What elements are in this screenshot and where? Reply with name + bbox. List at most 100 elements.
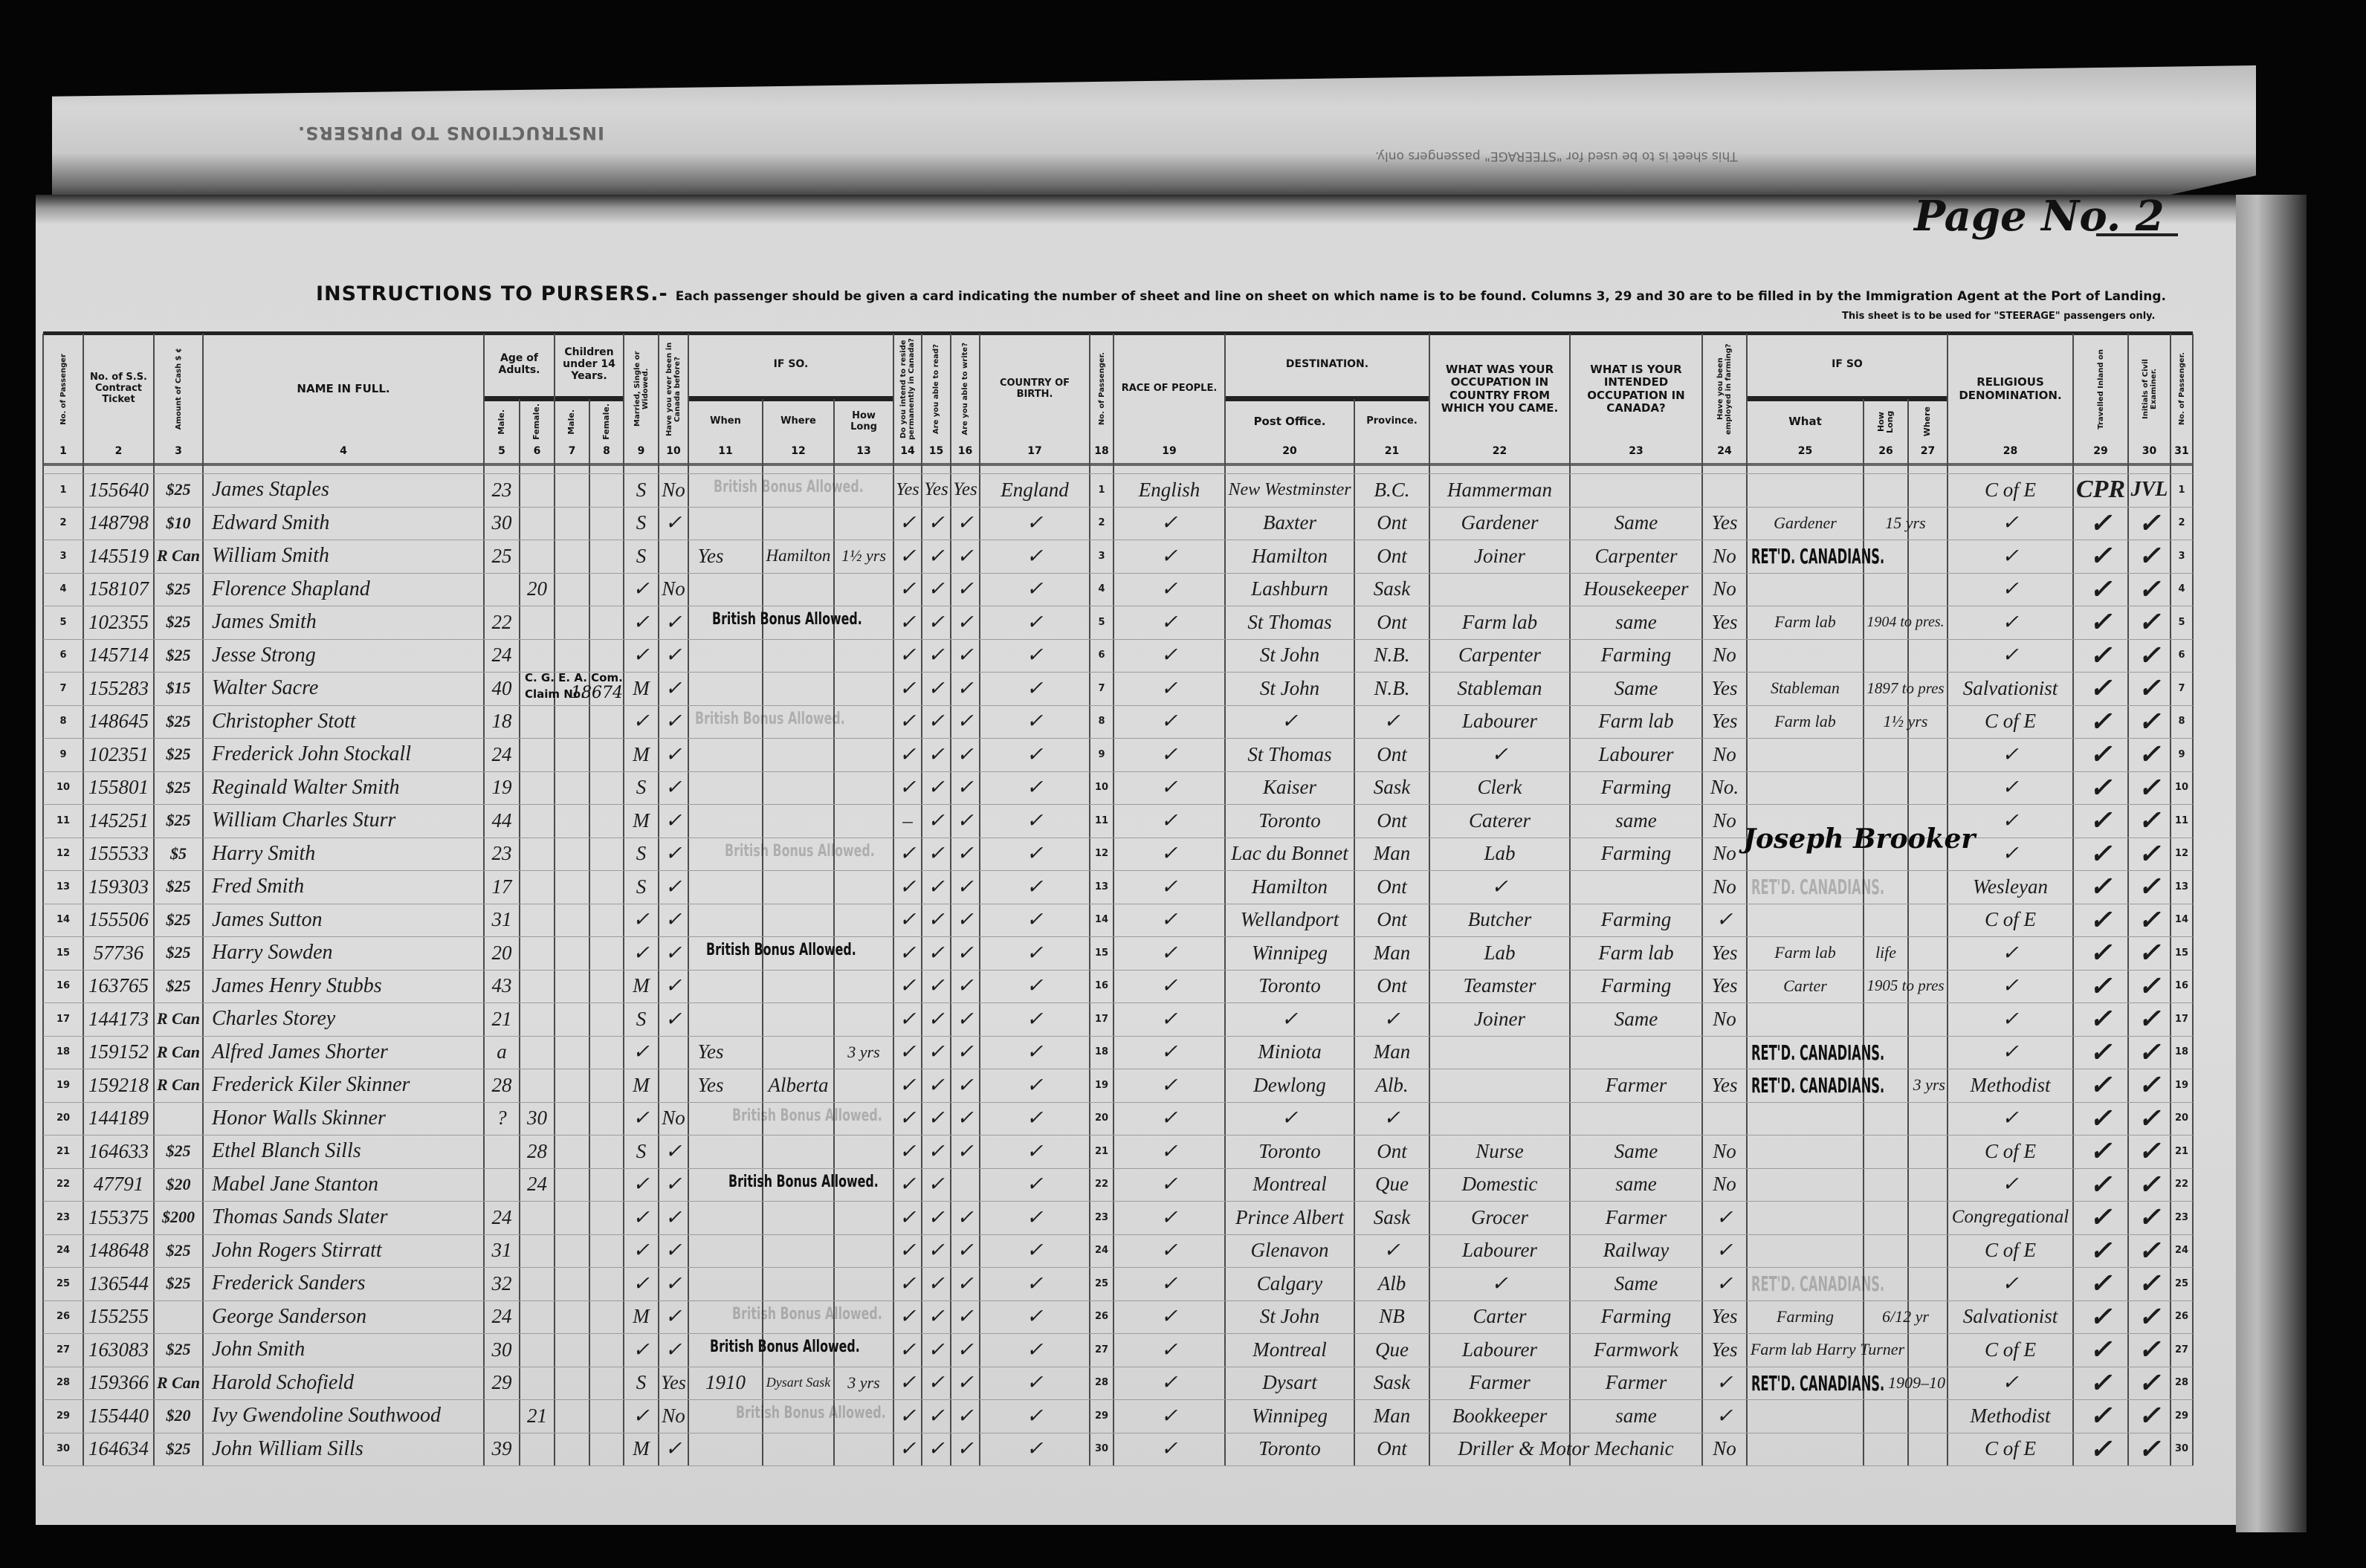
table-cell: 23 <box>1094 1211 1109 1223</box>
table-cell: 28 <box>527 1139 547 1162</box>
table-cell: Carpenter <box>1594 544 1678 567</box>
table-cell: Farming <box>1600 842 1672 865</box>
passenger-name: James Henry Stubbs <box>212 973 382 997</box>
table-cell: ✓ <box>899 974 917 997</box>
column-line <box>1113 334 1114 1465</box>
table-cell: ✓ <box>665 776 682 799</box>
row-rule <box>43 1002 2193 1003</box>
table-cell: 18 <box>491 710 512 733</box>
table-cell: Farming <box>1600 908 1672 931</box>
table-cell: $25 <box>166 711 191 730</box>
group-header: Children under 14 Years. <box>563 346 615 383</box>
table-cell: Farmer <box>1605 1371 1667 1394</box>
table-cell: 28 <box>56 1377 71 1389</box>
group-rule <box>555 396 624 401</box>
column-header-label: Male. <box>566 409 577 435</box>
table-cell: Farmer <box>1469 1371 1531 1394</box>
table-cell: 28 <box>2174 1377 2189 1389</box>
table-cell: ✓ <box>1026 974 1044 997</box>
table-cell: JVL <box>2130 478 2168 502</box>
column-header-label: Have you been employed in farming? <box>1716 343 1733 435</box>
table-cell: 28 <box>491 1073 512 1096</box>
column-header-17: COUNTRY OF BIRTH. <box>980 337 1090 441</box>
table-cell: ✓ <box>1160 742 1178 765</box>
passenger-name: Mabel Jane Stanton <box>212 1172 378 1196</box>
table-cell: 31 <box>491 1239 512 1262</box>
table-cell: 21 <box>491 1007 512 1030</box>
table-cell: ✓ <box>899 776 917 799</box>
table-cell: ✓ <box>2089 904 2113 935</box>
table-cell: 25 <box>56 1277 71 1289</box>
table-cell: ✓ <box>1716 1205 1733 1228</box>
table-cell: Labourer <box>1461 1239 1537 1262</box>
table-cell: ✓ <box>957 742 974 765</box>
table-cell: ✓ <box>2089 541 2113 571</box>
table-cell: St John <box>1259 676 1320 699</box>
table-cell: Yes <box>1711 511 1738 534</box>
column-header-31: No. of Passenger. <box>2171 337 2193 441</box>
table-cell: ✓ <box>1026 1271 1044 1295</box>
table-cell: 3 yrs <box>847 1042 880 1061</box>
table-cell: Sask <box>1373 1205 1411 1228</box>
table-cell: ✓ <box>899 941 917 964</box>
table-cell: $25 <box>166 612 191 632</box>
table-cell: ✓ <box>899 1173 917 1196</box>
british-bonus-stamp: British Bonus Allowed. <box>732 1106 882 1125</box>
table-cell: ✓ <box>899 511 917 534</box>
table-cell: ✓ <box>2138 508 2161 538</box>
table-cell: $20 <box>166 1406 191 1425</box>
column-header-label: No. of S.S. Contract Ticket <box>90 372 147 405</box>
table-cell: ✓ <box>665 875 682 898</box>
table-cell: 29 <box>1094 1410 1109 1422</box>
table-cell: M <box>633 676 650 699</box>
table-cell: ✓ <box>665 710 682 733</box>
table-cell: ✓ <box>2138 1136 2161 1167</box>
table-cell: 25 <box>491 544 512 567</box>
table-cell: No <box>1713 875 1736 898</box>
table-cell: ✓ <box>957 842 974 865</box>
table-cell: 18 <box>56 1046 71 1058</box>
table-cell: ✓ <box>957 644 974 667</box>
table-cell: ✓ <box>957 544 974 567</box>
table-cell: Alb <box>1377 1271 1406 1295</box>
table-cell: Joiner <box>1474 544 1525 567</box>
british-bonus-stamp: British Bonus Allowed. <box>728 1172 879 1191</box>
table-cell: ✓ <box>899 1205 917 1228</box>
column-number: 12 <box>791 445 806 457</box>
table-cell: $25 <box>166 1240 191 1260</box>
table-cell: St Thomas <box>1247 742 1332 765</box>
table-cell: C of E <box>1984 478 2036 501</box>
column-number: 2 <box>114 445 123 457</box>
table-cell: ✓ <box>665 610 682 633</box>
table-cell: ✓ <box>899 1239 917 1262</box>
table-cell: ✓ <box>928 1305 945 1328</box>
table-cell: ✓ <box>899 676 917 699</box>
table-cell: Toronto <box>1258 1139 1321 1162</box>
table-cell: ✓ <box>1716 908 1733 931</box>
table-cell: New Westminster <box>1228 479 1351 499</box>
table-cell: ✓ <box>957 974 974 997</box>
table-cell: Miniota <box>1258 1040 1322 1063</box>
table-cell: ✓ <box>2138 971 2161 1001</box>
passenger-name: Ethel Blanch Sills <box>212 1139 361 1163</box>
table-cell: 2 <box>1098 517 1105 529</box>
table-cell: 19 <box>2174 1079 2189 1091</box>
column-header-29: Travelled Inland on <box>2073 337 2128 441</box>
table-cell: 23 <box>56 1211 71 1223</box>
table-cell: ✓ <box>2002 1007 2019 1030</box>
column-header-label: RELIGIOUS DENOMINATION. <box>1959 375 2062 402</box>
passenger-name: Christopher Stott <box>212 709 356 733</box>
column-line <box>1354 399 1355 1465</box>
table-cell: 102351 <box>88 742 149 765</box>
table-cell: 19 <box>1094 1079 1109 1091</box>
column-header-24: Have you been employed in farming? <box>1702 337 1747 441</box>
row-rule <box>43 738 2193 739</box>
table-cell: ✓ <box>665 1338 682 1361</box>
table-cell: 9 <box>1098 748 1105 760</box>
table-cell: ✓ <box>928 1404 945 1427</box>
table-cell: Same <box>1614 676 1658 699</box>
table-cell: Same <box>1614 1007 1658 1030</box>
table-cell: 26 <box>56 1311 71 1323</box>
table-cell: 2 <box>2178 517 2185 529</box>
table-cell: ✓ <box>1026 511 1044 534</box>
